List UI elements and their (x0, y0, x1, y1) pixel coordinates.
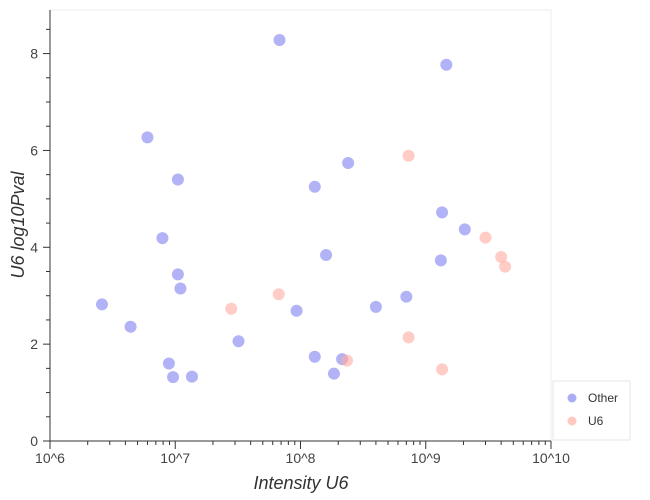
y-tick-label: 4 (30, 239, 38, 255)
data-point-u6[interactable] (402, 149, 415, 162)
data-point-other[interactable] (171, 173, 184, 186)
data-point-other[interactable] (436, 206, 449, 219)
x-axis-title: Intensity U6 (253, 473, 349, 493)
x-tick-label: 10^8 (286, 450, 316, 466)
data-point-u6[interactable] (436, 363, 449, 376)
legend-label-u6: U6 (588, 414, 604, 428)
data-point-u6[interactable] (479, 231, 492, 244)
data-point-u6[interactable] (340, 354, 353, 367)
data-point-other[interactable] (141, 131, 154, 144)
data-point-other[interactable] (167, 371, 180, 384)
legend-marker-other (567, 393, 577, 403)
legend: Other U6 (552, 380, 631, 441)
data-point-other[interactable] (434, 254, 447, 267)
data-point-other[interactable] (124, 320, 137, 333)
y-axis-ticks: 0 2 4 6 8 (30, 28, 50, 449)
series-u6 (225, 149, 512, 376)
data-point-other[interactable] (458, 223, 471, 236)
data-point-other[interactable] (273, 34, 286, 47)
y-axis-title: U6 log10Pval (8, 170, 28, 278)
data-point-other[interactable] (162, 357, 175, 370)
data-point-u6[interactable] (225, 302, 238, 315)
data-point-other[interactable] (342, 157, 355, 170)
legend-marker-u6 (567, 416, 577, 426)
data-point-other[interactable] (174, 282, 187, 295)
series-other (95, 34, 471, 384)
data-point-other[interactable] (156, 232, 169, 245)
data-point-other[interactable] (308, 180, 321, 193)
data-point-u6[interactable] (272, 288, 285, 301)
data-point-other[interactable] (320, 249, 333, 262)
legend-label-other: Other (588, 391, 618, 405)
data-point-other[interactable] (290, 304, 303, 317)
x-tick-label: 10^6 (35, 450, 65, 466)
y-tick-label: 0 (30, 433, 38, 449)
data-point-other[interactable] (308, 350, 321, 363)
x-tick-label: 10^9 (411, 450, 441, 466)
data-point-u6[interactable] (499, 260, 512, 273)
data-point-other[interactable] (440, 58, 453, 71)
x-axis-ticks: 10^6 10^7 10^8 10^9 10^10 (35, 441, 570, 466)
points-layer (95, 34, 512, 384)
x-tick-label: 10^10 (532, 450, 570, 466)
y-tick-label: 6 (30, 142, 38, 158)
data-point-u6[interactable] (495, 250, 508, 263)
data-point-other[interactable] (185, 370, 198, 383)
data-point-other[interactable] (369, 300, 382, 313)
x-tick-label: 10^7 (160, 450, 190, 466)
data-point-other[interactable] (400, 290, 413, 303)
legend-box (552, 380, 631, 441)
data-point-other[interactable] (95, 298, 108, 311)
plot-frame (49, 9, 552, 442)
data-point-other[interactable] (327, 367, 340, 380)
data-point-u6[interactable] (402, 331, 415, 344)
y-tick-label: 2 (30, 336, 38, 352)
data-point-other[interactable] (171, 268, 184, 281)
y-tick-label: 8 (30, 46, 38, 62)
data-point-other[interactable] (232, 335, 245, 348)
